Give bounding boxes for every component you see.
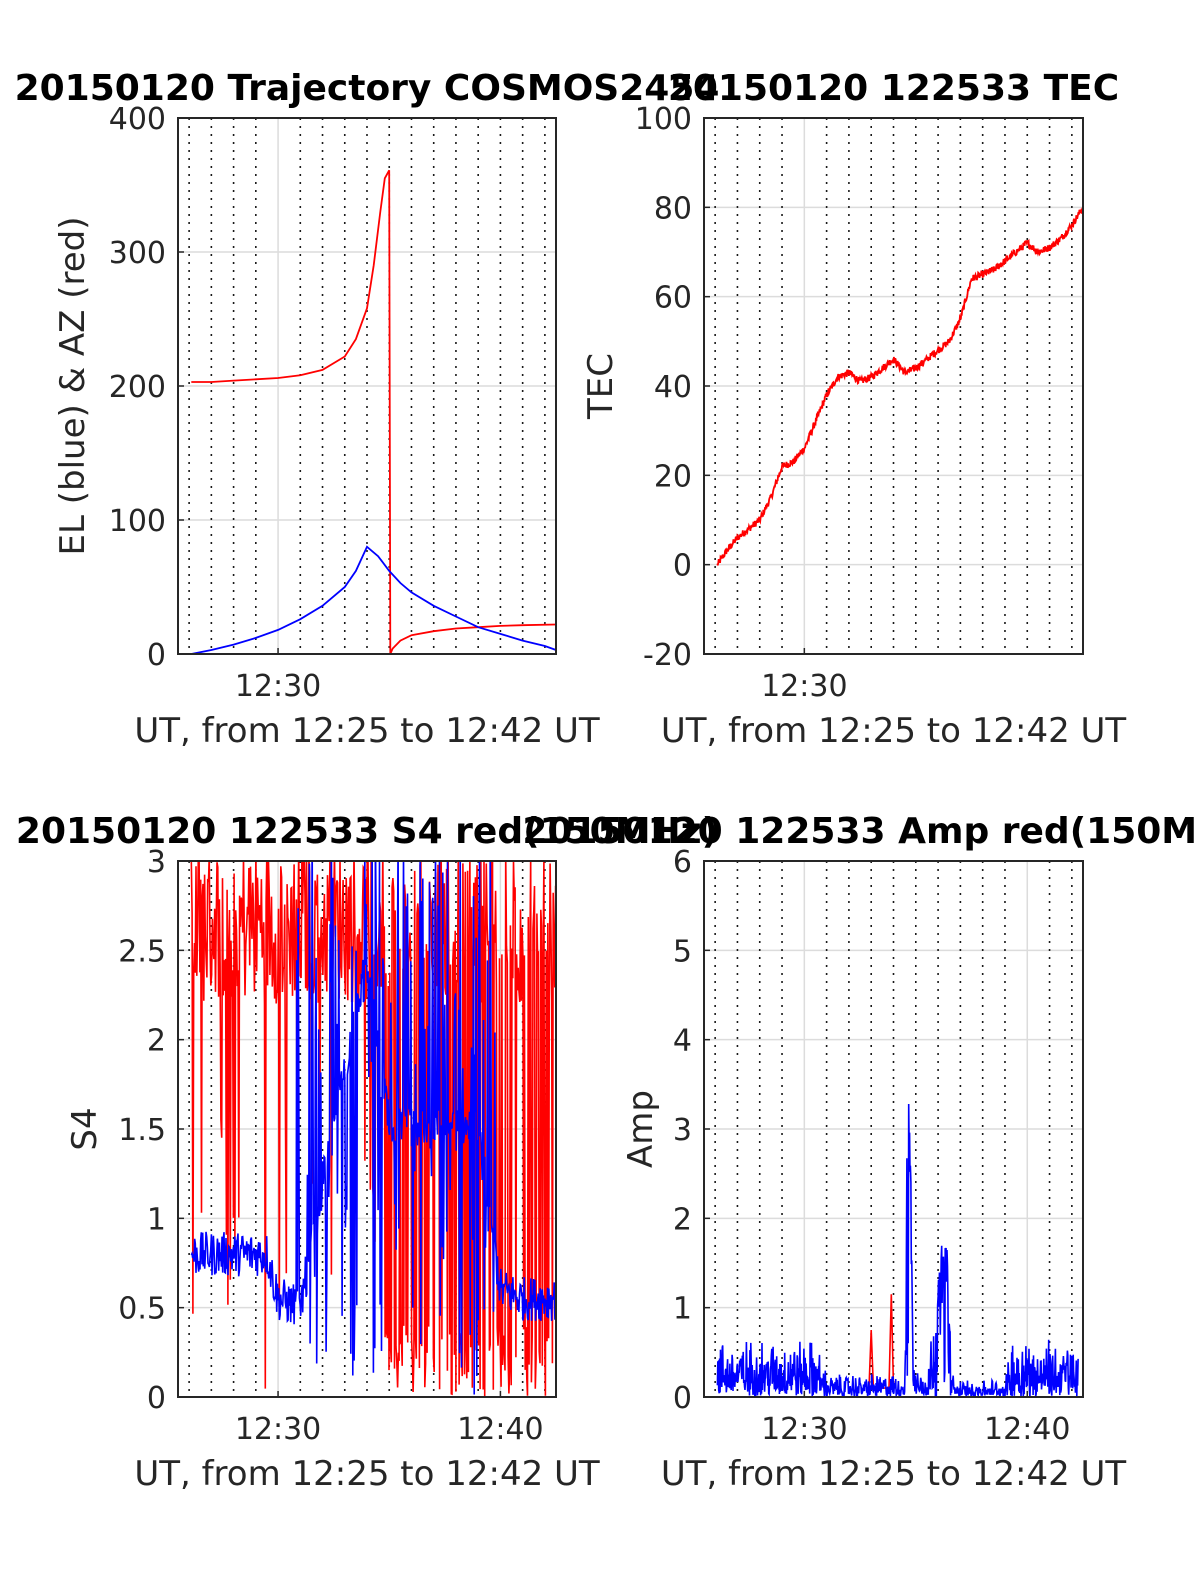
- y-tick-label: 0: [673, 549, 692, 584]
- x-tick-label: 12:30: [235, 669, 321, 704]
- y-tick-label: 1: [147, 1202, 166, 1237]
- chart-s4: 0 0.5 1 1.5 2 2.5 3 12:30 12:40 UT, from 12:25 to…: [16, 811, 718, 1494]
- y-tick-label: 200: [109, 370, 166, 405]
- x-axis-label: UT, from 12:25 to 12:42 UT: [134, 711, 600, 751]
- series-blue-line: [716, 1103, 1079, 1397]
- x-axis-label: UT, from 12:25 to 12:42 UT: [661, 711, 1127, 751]
- chart-title: 20150120 122533 TEC: [668, 68, 1119, 109]
- chart-title: 20150120 122533 S4 red(150MHz): [16, 811, 718, 852]
- y-axis-label: TEC: [581, 353, 621, 420]
- y-tick-label: 100: [635, 102, 692, 137]
- x-axis-label: UT, from 12:25 to 12:42 UT: [661, 1454, 1127, 1494]
- y-tick-label: 0.5: [118, 1292, 166, 1327]
- series-blue-line: [191, 545, 556, 654]
- y-tick-label: 40: [654, 370, 692, 405]
- x-tick-label: 12:30: [761, 1412, 847, 1447]
- series-red-line: [191, 169, 556, 654]
- y-tick-label: 4: [673, 1024, 692, 1059]
- y-tick-label: 2: [147, 1024, 166, 1059]
- x-tick-label: 12:30: [235, 1412, 321, 1447]
- chart-amp: 0 1 2 3 4 5 6 12:30 12:40 UT, from 12:25 to 12:42…: [522, 811, 1200, 1494]
- y-tick-label: 100: [109, 504, 166, 539]
- y-axis-label: Amp: [621, 1090, 661, 1168]
- y-tick-label: 6: [673, 845, 692, 880]
- chart-title: 20150120 122533 Amp red(150MHz): [522, 811, 1200, 852]
- x-axis-label: UT, from 12:25 to 12:42 UT: [134, 1454, 600, 1494]
- y-tick-label: 2: [673, 1202, 692, 1237]
- y-tick-label: 3: [673, 1113, 692, 1148]
- series-blue-line: [190, 861, 556, 1395]
- y-tick-label: 1: [673, 1292, 692, 1327]
- x-tick-label: 12:40: [984, 1412, 1070, 1447]
- y-tick-label: 300: [109, 236, 166, 271]
- y-tick-label: 60: [654, 281, 692, 316]
- y-tick-label: 20: [654, 459, 692, 494]
- chart-tec: -20 0 20 40 60 80 100 12:30 UT, from 12:25 to 12…: [581, 68, 1126, 751]
- chart-title: 20150120 Trajectory COSMOS2454: [15, 68, 720, 109]
- y-tick-label: 0: [147, 1381, 166, 1416]
- y-tick-label: 400: [109, 102, 166, 137]
- y-tick-label: 1.5: [118, 1113, 166, 1148]
- y-tick-label: -20: [643, 638, 692, 673]
- y-tick-label: 0: [147, 638, 166, 673]
- y-tick-label: 80: [654, 191, 692, 226]
- x-tick-label: 12:30: [761, 669, 847, 704]
- y-tick-label: 3: [147, 845, 166, 880]
- series-red-line: [716, 206, 1083, 566]
- y-axis-label: S4: [65, 1107, 105, 1150]
- x-tick-label: 12:40: [457, 1412, 543, 1447]
- y-tick-label: 2.5: [118, 934, 166, 969]
- y-axis-label: EL (blue) & AZ (red): [53, 216, 93, 555]
- y-tick-label: 0: [673, 1381, 692, 1416]
- y-tick-label: 5: [673, 934, 692, 969]
